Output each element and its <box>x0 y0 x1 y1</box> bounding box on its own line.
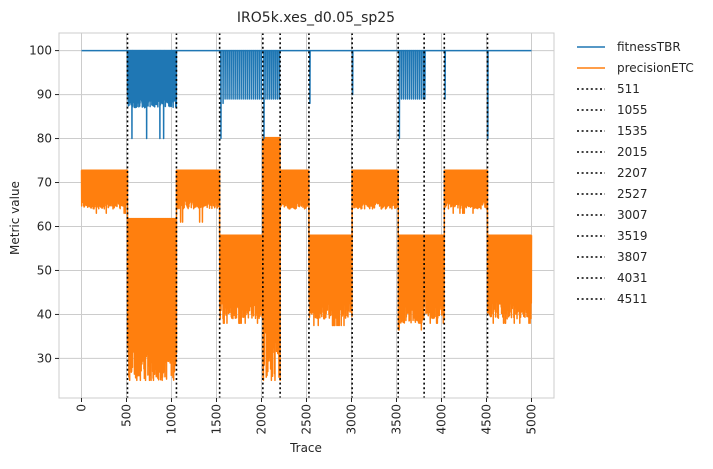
legend-label-1535: 1535 <box>617 124 648 138</box>
x-tick-label: 4500 <box>480 404 494 435</box>
legend-label-2527: 2527 <box>617 187 648 201</box>
x-tick-label: 3000 <box>345 404 359 435</box>
x-tick-label: 2000 <box>255 404 269 435</box>
chart-title: IRO5k.xes_d0.05_sp25 <box>237 10 395 26</box>
legend-label-2207: 2207 <box>617 166 648 180</box>
y-tick-label: 50 <box>37 263 52 277</box>
y-tick-label: 30 <box>37 351 52 365</box>
vline-layer <box>126 33 489 398</box>
legend-label-3519: 3519 <box>617 229 648 243</box>
legend-label-511: 511 <box>617 82 640 96</box>
legend-label-3007: 3007 <box>617 208 648 222</box>
y-tick-label: 70 <box>37 176 52 190</box>
legend-label-precisionETC: precisionETC <box>617 61 694 75</box>
series-fitnessTBR <box>81 49 532 140</box>
y-tick-label: 60 <box>37 219 52 233</box>
x-tick-label: 1500 <box>210 404 224 435</box>
x-tick-label: 1000 <box>165 404 179 435</box>
y-tick-label: 80 <box>37 132 52 146</box>
x-tick-label: 4000 <box>435 404 449 435</box>
x-tick-label: 5000 <box>525 404 539 435</box>
tick-labels: 0 500 1000 1500 2000 2500 3000 3500 4000 4500 5000… <box>29 44 538 435</box>
legend-label-3807: 3807 <box>617 250 648 264</box>
legend-label-fitnessTBR: fitnessTBR <box>617 40 681 54</box>
x-tick-label: 0 <box>75 404 89 412</box>
legend: fitnessTBR precisionETC 511 1055 1535 2015 220… <box>577 40 694 306</box>
x-tick-label: 3500 <box>390 404 404 435</box>
y-tick-label: 90 <box>37 88 52 102</box>
series-precisionETC <box>80 136 533 382</box>
y-tick-label: 40 <box>37 307 52 321</box>
legend-label-1055: 1055 <box>617 103 648 117</box>
legend-label-4031: 4031 <box>617 271 648 285</box>
legend-label-2015: 2015 <box>617 145 648 159</box>
legend-label-4511: 4511 <box>617 292 648 306</box>
x-tick-label: 500 <box>120 404 134 427</box>
series-layer <box>80 49 533 382</box>
x-axis-label: Trace <box>289 441 322 455</box>
y-axis-label: Metric value <box>8 181 22 255</box>
x-tick-label: 2500 <box>300 404 314 435</box>
y-tick-label: 100 <box>29 44 52 58</box>
